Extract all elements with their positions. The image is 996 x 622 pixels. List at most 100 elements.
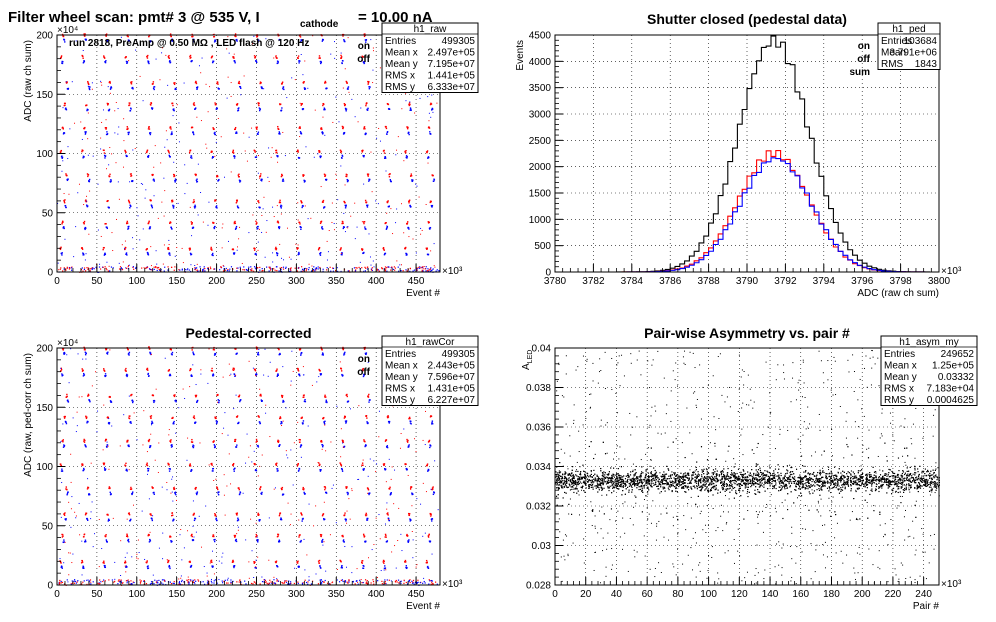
point-off (419, 266, 421, 268)
point-off (153, 195, 155, 197)
point-on (103, 55, 105, 57)
point-off (239, 491, 242, 494)
point-on (275, 560, 278, 562)
point-off (258, 349, 260, 351)
point-off (363, 251, 365, 254)
point-off (150, 204, 153, 206)
point-on (146, 248, 148, 250)
point-off (239, 493, 241, 495)
y-tick-label: 150 (36, 403, 53, 414)
point-on (259, 388, 261, 390)
point-on (320, 128, 322, 130)
point-off (238, 421, 240, 424)
point-on (394, 545, 396, 547)
point-on (345, 486, 347, 488)
point-on (188, 151, 191, 154)
point-on (223, 580, 225, 582)
point-off (346, 226, 348, 228)
point-off (223, 265, 225, 267)
point-on (253, 270, 255, 272)
point-on (363, 35, 366, 38)
point-on (178, 269, 180, 271)
point-off (409, 107, 412, 109)
point-off (192, 38, 194, 41)
point-on (58, 581, 61, 583)
point-on (297, 421, 299, 423)
point-off (266, 266, 268, 268)
point-on (297, 370, 300, 372)
point-off (298, 373, 301, 376)
point-on (354, 202, 356, 204)
point-off (132, 237, 134, 239)
point-off (425, 270, 427, 272)
point-on (126, 518, 128, 520)
point-off (112, 267, 114, 269)
point-on (409, 267, 411, 269)
point-on (361, 151, 364, 153)
point-off (308, 576, 310, 578)
point-off (341, 157, 343, 159)
point-on (66, 488, 68, 491)
point-on (350, 215, 352, 217)
point-on (83, 223, 85, 225)
point-off (149, 539, 151, 541)
point-on (106, 104, 109, 106)
point-off (303, 491, 305, 494)
point-on (410, 486, 413, 488)
stats-value: 499305 (442, 36, 476, 47)
point-off (431, 423, 433, 425)
point-off (341, 154, 343, 157)
point-on (167, 561, 169, 564)
point-on (170, 439, 172, 441)
point-off (405, 566, 407, 569)
point-on (60, 582, 62, 584)
point-on (127, 199, 130, 202)
point-off (405, 253, 408, 255)
point-off (405, 155, 408, 157)
point-on (371, 267, 373, 269)
point-on (397, 540, 399, 542)
point-on (170, 128, 172, 130)
point-on (236, 533, 238, 535)
point-on (137, 539, 139, 541)
point-on (320, 186, 322, 188)
point-on (297, 247, 299, 249)
point-on (189, 248, 192, 250)
point-off (64, 238, 66, 240)
point-off (431, 518, 434, 520)
point-on (59, 463, 62, 465)
point-off (263, 581, 265, 583)
point-off (214, 225, 216, 228)
point-on (64, 541, 66, 543)
point-on (146, 149, 149, 151)
point-off (396, 208, 398, 210)
point-on (232, 369, 235, 371)
point-on (365, 514, 368, 516)
point-on (408, 102, 411, 104)
point-on (395, 579, 397, 582)
point-off (100, 80, 102, 82)
point-off (280, 207, 282, 209)
point-on (363, 534, 365, 537)
point-on (236, 267, 238, 269)
point-on (406, 534, 408, 537)
point-off (149, 583, 152, 585)
point-on (90, 581, 92, 583)
point-off (214, 538, 216, 541)
point-on (259, 175, 262, 177)
point-off (322, 444, 324, 447)
point-off (107, 520, 109, 522)
point-on (190, 56, 192, 59)
point-off (202, 269, 204, 271)
point-off (343, 445, 346, 448)
point-off (110, 180, 112, 182)
point-off (284, 155, 286, 157)
point-off (70, 267, 73, 269)
point-on (108, 579, 110, 581)
point-on (124, 240, 126, 242)
point-on (189, 369, 191, 371)
point-on (381, 580, 383, 582)
point-on (259, 177, 261, 179)
stats-key: RMS y (385, 395, 415, 406)
point-off (149, 445, 152, 447)
